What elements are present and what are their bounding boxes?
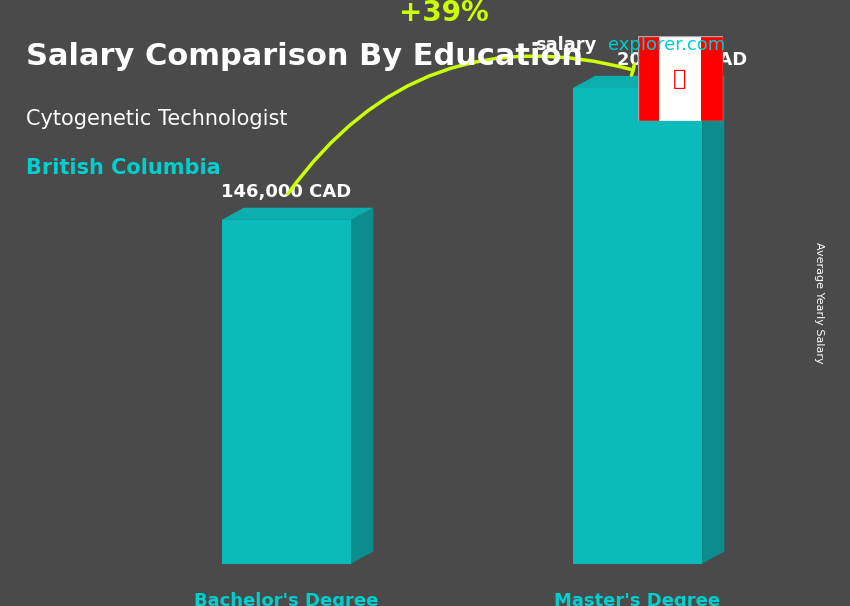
Text: +39%: +39% <box>399 0 489 27</box>
Text: salary: salary <box>536 36 597 55</box>
Text: explorer.com: explorer.com <box>608 36 725 55</box>
Text: Bachelor's Degree: Bachelor's Degree <box>195 592 378 606</box>
Polygon shape <box>222 208 373 220</box>
Text: 146,000 CAD: 146,000 CAD <box>221 183 352 201</box>
Text: 202,000 CAD: 202,000 CAD <box>617 51 747 69</box>
Text: Cytogenetic Technologist: Cytogenetic Technologist <box>26 109 287 129</box>
Polygon shape <box>638 36 722 121</box>
Text: Salary Comparison By Education: Salary Comparison By Education <box>26 42 582 72</box>
Polygon shape <box>638 36 659 121</box>
Text: Master's Degree: Master's Degree <box>554 592 721 606</box>
Polygon shape <box>702 76 724 564</box>
Polygon shape <box>222 220 351 564</box>
Text: 🍁: 🍁 <box>673 68 687 89</box>
Polygon shape <box>701 36 722 121</box>
Text: Average Yearly Salary: Average Yearly Salary <box>814 242 824 364</box>
Text: British Columbia: British Columbia <box>26 158 220 178</box>
Polygon shape <box>573 88 702 564</box>
Polygon shape <box>351 208 373 564</box>
Polygon shape <box>573 76 724 88</box>
